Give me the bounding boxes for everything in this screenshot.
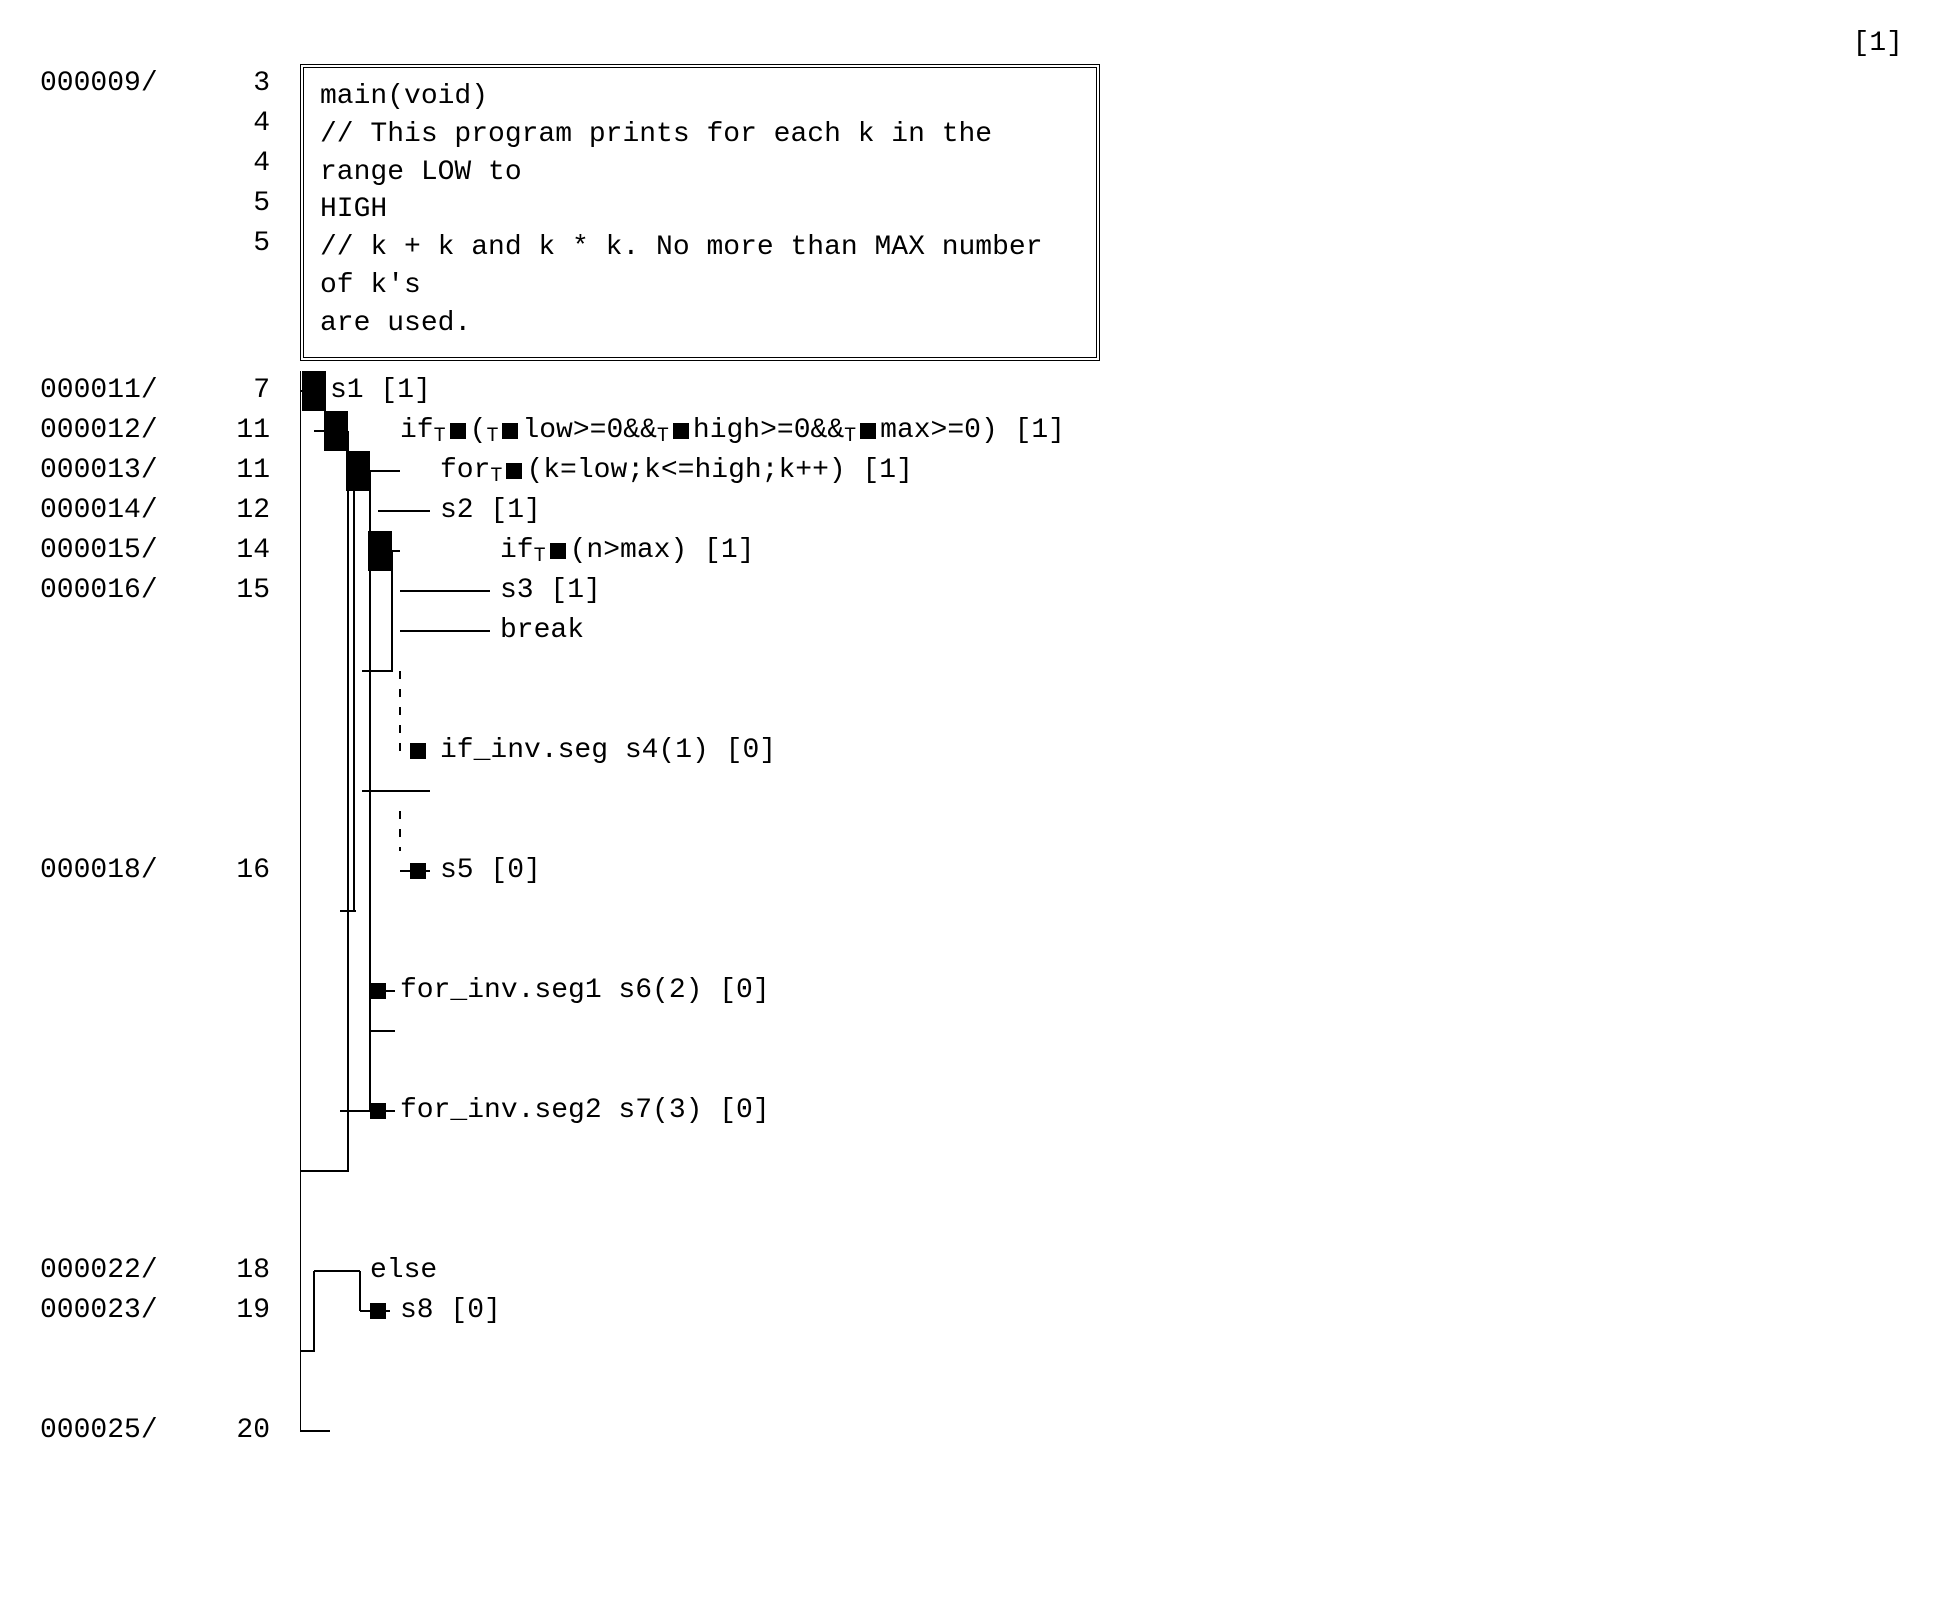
line-number: 12: [180, 497, 300, 525]
joint-icon: [362, 663, 378, 679]
gutter-row: 000022/18: [40, 1251, 300, 1291]
tree-node-box: [346, 451, 370, 491]
code-text: s5 [0]: [440, 851, 541, 891]
header-box-line: are used.: [320, 305, 1080, 343]
gutter-row: 000023/19: [40, 1291, 300, 1331]
code-text: s3 [1]: [500, 571, 601, 611]
tree-edge: [300, 431, 348, 1171]
code-text: else: [370, 1251, 437, 1291]
code-text: break: [500, 611, 584, 651]
marker-icon: [410, 743, 426, 759]
hex-offset: 000012/: [40, 417, 180, 445]
gutter-row: 000012/11: [40, 411, 300, 451]
line-number: 5: [180, 190, 300, 218]
gutter-row: 000018/16: [40, 851, 300, 891]
code-text: for_inv.seg1 s6(2) [0]: [400, 971, 770, 1011]
tree-node-box: [324, 411, 348, 451]
gutter-row: 000013/11: [40, 451, 300, 491]
header-gutter-line: 000009/3: [40, 64, 300, 104]
hex-offset: 000009/: [40, 70, 180, 98]
line-number: 18: [180, 1257, 300, 1285]
line-number: 3: [180, 70, 300, 98]
hex-offset: 000022/: [40, 1257, 180, 1285]
line-number: 11: [180, 457, 300, 485]
tree-node-box: [368, 531, 392, 571]
gutter-row: 000015/14: [40, 531, 300, 571]
tree-node-box: [302, 371, 326, 411]
code-text: s2 [1]: [440, 491, 541, 531]
line-number: 16: [180, 857, 300, 885]
hex-offset: 000013/: [40, 457, 180, 485]
code-text: if T(n>max) [1]: [500, 531, 754, 571]
code-text: for_inv.seg2 s7(3) [0]: [400, 1091, 770, 1131]
header-gutter: 000009/3 4 4 5 5: [40, 64, 300, 264]
hex-offset: 000025/: [40, 1417, 180, 1445]
line-number: 4: [180, 110, 300, 138]
line-number: 15: [180, 577, 300, 605]
code-text: if_inv.seg s4(1) [0]: [440, 731, 776, 771]
header-row: 000009/3 4 4 5 5 main(void)// This program p…: [40, 64, 1903, 361]
header-box-line: main(void): [320, 78, 1080, 116]
gutter-row: 000011/7: [40, 371, 300, 411]
code-text: s1 [1]: [330, 371, 431, 411]
gutter-row: 000014/12: [40, 491, 300, 531]
gutter-row: 000025/20: [40, 1411, 300, 1451]
header-box-line: HIGH: [320, 191, 1080, 229]
header-gutter-line: 5: [40, 224, 300, 264]
header-gutter-line: 5: [40, 184, 300, 224]
marker-icon: [410, 863, 426, 879]
header-gutter-line: 4: [40, 104, 300, 144]
line-number: 4: [180, 150, 300, 178]
joint-icon: [362, 783, 378, 799]
line-number: 5: [180, 230, 300, 258]
header-gutter-line: 4: [40, 144, 300, 184]
content: 000011/7000012/11000013/11000014/1200001…: [40, 371, 1903, 1521]
line-number: 11: [180, 417, 300, 445]
diagram-area: s1 [1]if T(Tlow>=0&&Thigh>=0&&Tmax>=0) […: [300, 371, 1700, 1521]
line-number: 7: [180, 377, 300, 405]
gutter-row: 000016/15: [40, 571, 300, 611]
tree-edge: [300, 1271, 314, 1351]
hex-offset: 000015/: [40, 537, 180, 565]
marker-icon: [370, 983, 386, 999]
line-number: 19: [180, 1297, 300, 1325]
line-number: 14: [180, 537, 300, 565]
code-text: if T(Tlow>=0&&Thigh>=0&&Tmax>=0) [1]: [400, 411, 1065, 451]
line-number: 20: [180, 1417, 300, 1445]
header-box-line: // k + k and k * k. No more than MAX num…: [320, 229, 1080, 305]
joint-icon: [300, 1343, 308, 1359]
code-text: for T(k=low;k<=high;k++) [1]: [440, 451, 913, 491]
page-label: [1]: [40, 30, 1903, 58]
header-box: main(void)// This program prints for eac…: [300, 64, 1100, 361]
hex-offset: 000014/: [40, 497, 180, 525]
header-box-line: // This program prints for each k in the…: [320, 116, 1080, 192]
marker-icon: [370, 1103, 386, 1119]
joint-icon: [340, 1103, 356, 1119]
hex-offset: 000016/: [40, 577, 180, 605]
hex-offset: 000023/: [40, 1297, 180, 1325]
hex-offset: 000018/: [40, 857, 180, 885]
marker-icon: [370, 1303, 386, 1319]
joint-icon: [300, 1163, 308, 1179]
code-text: s8 [0]: [400, 1291, 501, 1331]
hex-offset: 000011/: [40, 377, 180, 405]
